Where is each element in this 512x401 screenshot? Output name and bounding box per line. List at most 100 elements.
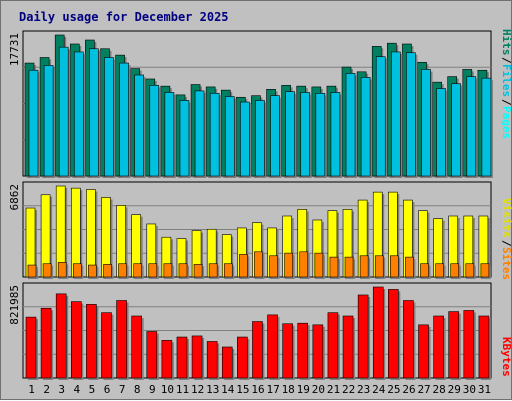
bar-sites	[344, 256, 354, 278]
bar-kbytes	[146, 331, 158, 379]
bar-sites	[163, 263, 173, 278]
x-tick-label: 7	[119, 383, 126, 396]
x-tick-label: 31	[478, 383, 491, 396]
bar-sites	[480, 263, 490, 278]
bar-sites	[27, 264, 37, 278]
bar-kbytes	[282, 323, 293, 379]
bar-files	[421, 69, 431, 177]
x-tick-label: 20	[312, 383, 325, 396]
x-tick-label: 13	[206, 383, 219, 396]
bar-sites	[88, 264, 97, 278]
bar-files	[255, 100, 265, 177]
bar-sites	[133, 263, 142, 278]
bar-sites	[465, 263, 475, 278]
x-tick-label: 29	[448, 383, 461, 396]
x-tick-label: 19	[297, 383, 310, 396]
bar-files	[164, 92, 175, 177]
bar-sites	[284, 252, 293, 278]
bar-sites	[118, 263, 127, 278]
bar-kbytes	[176, 336, 188, 379]
bar-files	[240, 101, 250, 177]
bar-kbytes	[40, 307, 52, 379]
legend-files: Files	[500, 64, 512, 97]
chart-title: Daily usage for December 2025	[19, 10, 229, 24]
legend-visits: Visits	[500, 198, 512, 238]
x-tick-label: 18	[282, 383, 295, 396]
bar-files	[481, 77, 492, 177]
bar-kbytes	[55, 293, 67, 379]
bar-kbytes	[267, 314, 278, 379]
bar-kbytes	[101, 312, 112, 379]
bar-files	[466, 76, 477, 177]
bar-files	[89, 48, 99, 177]
bar-files	[315, 92, 326, 177]
bar-files	[104, 57, 114, 177]
bar-sites	[314, 252, 324, 278]
bar-files	[43, 65, 54, 177]
bar-kbytes	[161, 340, 173, 379]
bar-files	[360, 77, 371, 177]
bar-kbytes	[191, 335, 203, 379]
bar-sites	[57, 262, 67, 278]
bar-kbytes	[70, 301, 82, 379]
bar-files	[209, 92, 220, 177]
bar-files	[300, 92, 311, 177]
legend-kbytes: KBytes	[500, 337, 512, 377]
bar-sites	[223, 263, 233, 278]
bar-kbytes	[327, 312, 339, 379]
bar-sites	[148, 263, 158, 278]
bar-files	[73, 51, 84, 177]
x-tick-label: 28	[433, 383, 446, 396]
bar-kbytes	[312, 324, 324, 379]
legend-sites: Sites	[500, 247, 512, 280]
bar-kbytes	[342, 315, 354, 379]
bar-sites	[193, 264, 203, 278]
bar-files	[224, 96, 235, 177]
bar-files	[285, 91, 295, 177]
bar-visits	[86, 189, 96, 278]
x-tick-label: 26	[402, 383, 415, 396]
bar-sites	[239, 254, 248, 278]
bar-sites	[178, 263, 188, 278]
x-tick-label: 11	[176, 383, 189, 396]
bar-kbytes	[388, 289, 399, 379]
x-tick-label: 17	[266, 383, 279, 396]
bar-sites	[359, 255, 369, 278]
x-tick-label: 2	[43, 383, 50, 396]
bar-kbytes	[372, 286, 384, 379]
bar-sites	[72, 263, 82, 278]
bar-sites	[390, 255, 399, 278]
kbytes-ymax-label: 821985	[8, 285, 21, 325]
bar-files	[345, 73, 356, 177]
bar-sites	[103, 264, 112, 278]
legend-pages: Pages	[500, 106, 512, 139]
bar-files	[179, 100, 190, 177]
bar-kbytes	[478, 315, 490, 379]
bar-sites	[420, 263, 429, 278]
bar-sites	[374, 255, 384, 278]
bar-files	[194, 90, 205, 177]
x-tick-label: 25	[387, 383, 400, 396]
visits-sites-ymax-label: 6862	[8, 184, 21, 211]
bar-files	[28, 69, 39, 177]
bar-files	[149, 85, 160, 177]
bar-files	[119, 62, 129, 177]
bar-files	[134, 74, 144, 177]
legend-hits: Hits	[500, 29, 512, 56]
x-tick-label: 12	[191, 383, 204, 396]
bar-sites	[42, 263, 52, 278]
bar-sites	[269, 255, 278, 278]
x-tick-label: 15	[236, 383, 249, 396]
x-tick-label: 22	[342, 383, 355, 396]
x-tick-label: 30	[463, 383, 476, 396]
bar-kbytes	[463, 310, 475, 379]
x-tick-label: 10	[161, 383, 174, 396]
bar-kbytes	[25, 316, 37, 379]
x-tick-label: 6	[104, 383, 111, 396]
bar-kbytes	[252, 321, 263, 379]
bar-kbytes	[221, 346, 233, 379]
x-tick-label: 5	[89, 383, 96, 396]
bar-files	[391, 51, 401, 177]
